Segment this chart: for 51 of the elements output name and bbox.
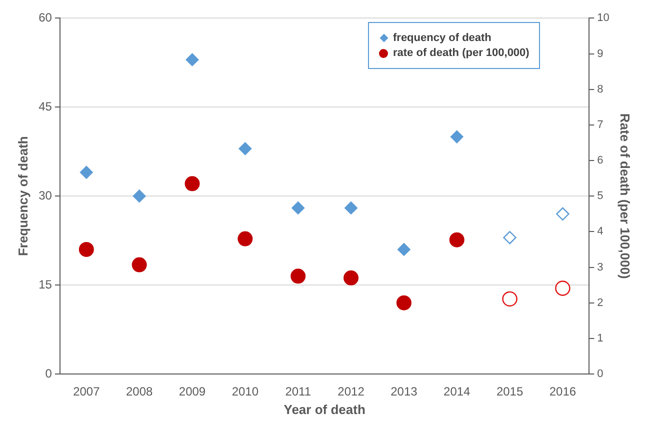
point	[555, 280, 570, 296]
y2-tick-label: 4	[597, 226, 604, 238]
legend-label: frequency of death	[393, 32, 492, 44]
y-tick-label: 15	[38, 277, 52, 292]
y2-tick-label: 6	[597, 154, 604, 167]
point	[238, 231, 253, 246]
x-tick-label: 2011	[285, 384, 312, 399]
x-tick-label: 2015	[496, 384, 524, 399]
y2-tick-label: 8	[597, 83, 604, 96]
x-tick-label: 2014	[444, 384, 471, 399]
point	[556, 207, 570, 220]
x-axis-title: Year of death	[284, 402, 366, 417]
y2-tick-label: 1	[597, 332, 604, 344]
y2-tick-label: 9	[597, 48, 604, 60]
point	[290, 268, 306, 284]
y-axis-title: Frequency of death	[15, 136, 30, 256]
y-tick-label: 60	[38, 10, 52, 25]
y2-tick-label: 10	[597, 12, 610, 24]
point	[502, 291, 518, 307]
point	[184, 176, 200, 192]
y2-axis-title: Rate of death (per 100,000)	[618, 113, 633, 279]
point	[344, 201, 358, 214]
y2-tick-label: 7	[597, 118, 604, 131]
point	[80, 166, 93, 179]
y-tick-label: 45	[38, 99, 52, 114]
x-tick-label: 2013	[390, 384, 418, 399]
y-tick-label: 0	[45, 366, 52, 380]
point	[450, 130, 464, 144]
y2-tick-label: 0	[597, 368, 604, 380]
x-tick-label: 2008	[126, 384, 153, 399]
point	[503, 231, 516, 244]
point	[132, 257, 147, 272]
x-tick-label: 2009	[178, 384, 206, 399]
x-tick-label: 2016	[549, 384, 576, 399]
point	[186, 53, 199, 66]
x-tick-label: 2010	[232, 384, 259, 399]
point	[396, 295, 412, 310]
point	[132, 190, 146, 203]
y2-tick-label: 2	[597, 296, 604, 309]
x-tick-label: 2007	[73, 384, 100, 399]
y2-tick-label: 5	[597, 190, 604, 202]
point	[78, 242, 94, 257]
x-tick-label: 2012	[338, 384, 365, 399]
point	[238, 142, 252, 156]
y-tick-label: 30	[38, 188, 52, 202]
legend-label: rate of death (per 100,000)	[393, 47, 530, 59]
point	[344, 270, 359, 286]
point	[449, 232, 464, 248]
y2-tick-label: 3	[597, 261, 604, 274]
point	[397, 242, 410, 256]
point	[292, 201, 305, 214]
